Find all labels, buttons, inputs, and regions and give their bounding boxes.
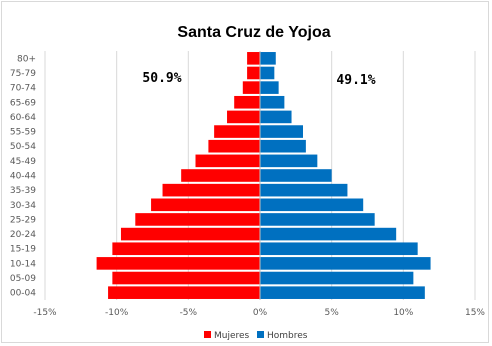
women-percentage-label: 50.9%: [142, 71, 181, 86]
bar-mujeres-35-39: [162, 183, 260, 197]
bar-hombres-60-64: [260, 110, 292, 124]
bar-mujeres-50-54: [208, 139, 260, 153]
bar-hombres-65-69: [260, 95, 285, 109]
legend: Mujeres Hombres: [204, 331, 308, 341]
age-label-60-64: 60-64: [10, 113, 36, 123]
men-percentage-label: 49.1%: [336, 73, 375, 88]
legend-label-mujeres: Mujeres: [214, 331, 250, 341]
age-group-labels: 00-04 05-09 10-14 15-19 20-24 25-29 30-34 35-39…: [10, 54, 36, 298]
bar-hombres-70-74: [260, 81, 279, 94]
age-label-70-74: 70-74: [10, 84, 36, 94]
bar-mujeres-10-14: [96, 257, 260, 270]
bar-mujeres-25-29: [135, 213, 260, 226]
bar-hombres-00-04: [260, 286, 425, 299]
x-tick-label: 5%: [325, 308, 340, 318]
bar-mujeres-65-69: [234, 95, 260, 109]
bar-mujeres-55-59: [214, 125, 260, 138]
bar-mujeres-05-09: [112, 271, 260, 285]
age-label-50-54: 50-54: [10, 142, 36, 152]
x-tick-label: -5%: [180, 308, 198, 318]
bar-hombres-45-49: [260, 154, 318, 168]
chart-title: Santa Cruz de Yojoa: [177, 24, 330, 41]
bar-mujeres-75-79: [247, 66, 260, 80]
age-label-35-39: 35-39: [10, 186, 36, 196]
x-tick-label: -15%: [33, 308, 57, 318]
bars: [96, 52, 431, 299]
bar-mujeres-30-34: [151, 198, 260, 212]
bar-hombres-40-44: [260, 169, 332, 182]
legend-label-hombres: Hombres: [267, 331, 308, 341]
age-label-10-14: 10-14: [10, 259, 36, 269]
age-label-05-09: 05-09: [10, 274, 36, 284]
legend-swatch-hombres: [257, 331, 264, 338]
age-label-25-29: 25-29: [10, 215, 36, 225]
age-label-65-69: 65-69: [10, 98, 36, 108]
bar-hombres-05-09: [260, 271, 414, 285]
legend-swatch-mujeres: [204, 331, 211, 338]
age-label-00-04: 00-04: [10, 289, 36, 299]
bar-hombres-50-54: [260, 139, 306, 153]
bar-hombres-55-59: [260, 125, 303, 138]
bar-hombres-20-24: [260, 227, 397, 241]
bar-mujeres-20-24: [120, 227, 260, 241]
x-tick-label: 15%: [465, 308, 485, 318]
bar-mujeres-45-49: [195, 154, 260, 168]
x-tick-label: 10%: [393, 308, 413, 318]
x-tick-labels: -15% -10% -5% 0% 5% 10% 15%: [33, 308, 485, 318]
age-label-45-49: 45-49: [10, 157, 36, 167]
bar-mujeres-70-74: [242, 81, 260, 94]
age-label-20-24: 20-24: [10, 230, 36, 240]
bar-mujeres-15-19: [112, 242, 260, 256]
age-label-55-59: 55-59: [10, 128, 36, 138]
bar-mujeres-40-44: [181, 169, 260, 182]
x-tick-label: 0%: [253, 308, 268, 318]
bar-hombres-30-34: [260, 198, 364, 212]
bar-mujeres-80+: [247, 52, 260, 65]
bar-hombres-10-14: [260, 257, 431, 270]
bar-mujeres-60-64: [227, 110, 260, 124]
age-label-15-19: 15-19: [10, 245, 36, 255]
bar-mujeres-00-04: [108, 286, 260, 299]
age-label-30-34: 30-34: [10, 201, 36, 211]
bar-hombres-80+: [260, 52, 276, 65]
age-label-75-79: 75-79: [10, 69, 36, 79]
x-tick-label: -10%: [105, 308, 129, 318]
age-label-80+: 80+: [17, 54, 36, 64]
age-label-40-44: 40-44: [10, 172, 36, 182]
bar-hombres-25-29: [260, 213, 375, 226]
bar-hombres-35-39: [260, 183, 348, 197]
bar-hombres-15-19: [260, 242, 418, 256]
bar-hombres-75-79: [260, 66, 275, 80]
